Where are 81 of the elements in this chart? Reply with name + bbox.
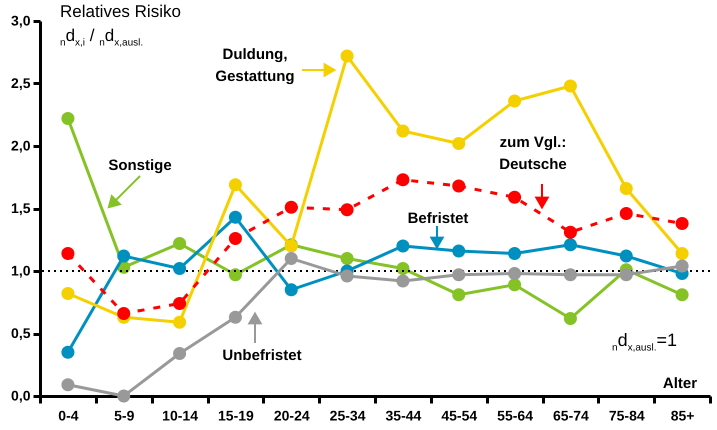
point: [620, 249, 633, 263]
y-tick-label: 2,0: [11, 138, 31, 154]
point: [61, 246, 74, 260]
x-tick-label: 20-24: [274, 408, 310, 424]
point: [508, 190, 522, 204]
point: [676, 259, 689, 273]
point: [117, 389, 130, 403]
point: [61, 378, 74, 392]
point: [676, 216, 689, 230]
series-label: zum Vgl.: Deutsche: [499, 134, 567, 173]
point: [676, 246, 689, 260]
point: [564, 238, 577, 252]
point: [396, 124, 410, 138]
point: [620, 206, 633, 220]
point: [620, 182, 633, 196]
point: [61, 346, 74, 359]
x-tick-label: 25-34: [330, 408, 366, 424]
point: [173, 346, 186, 360]
y-tick-label: 1,5: [11, 200, 31, 216]
point: [396, 173, 410, 186]
point: [564, 79, 577, 93]
point: [228, 210, 242, 224]
series-label: Sonstige: [108, 157, 172, 174]
point: [117, 249, 130, 263]
point: [228, 178, 242, 192]
point: [396, 262, 410, 276]
point: [284, 283, 298, 296]
x-tick-label: 0-4: [58, 408, 79, 424]
point: [564, 226, 577, 239]
point: [340, 49, 354, 63]
point: [452, 268, 466, 282]
y-tick-label: 3,0: [11, 12, 31, 28]
point: [340, 252, 354, 266]
point: [508, 246, 522, 260]
x-tick-label: 15-19: [218, 408, 254, 424]
point: [620, 268, 633, 282]
y-tick-label: 1,0: [11, 262, 31, 278]
point: [340, 269, 354, 283]
y-tick-label: 0,0: [11, 388, 31, 404]
point: [508, 266, 522, 280]
point: [452, 244, 466, 258]
x-tick-label: 85+: [670, 408, 694, 424]
x-tick-label: 10-14: [162, 408, 198, 424]
point: [508, 94, 522, 108]
point: [173, 296, 186, 310]
legend-label: Duldung, Gestattung: [215, 46, 295, 85]
point: [452, 179, 466, 193]
x-tick-label: 65-74: [553, 408, 590, 424]
x-tick-label: 45-54: [441, 408, 478, 424]
point: [508, 278, 522, 292]
point: [228, 268, 242, 282]
point: [284, 252, 298, 266]
point: [173, 262, 186, 276]
y-tick-label: 0,5: [11, 325, 31, 341]
point: [564, 268, 577, 282]
point: [452, 288, 466, 302]
point: [676, 288, 689, 302]
annotation: $_{n}$d$_{x,ausl.}$=1: [612, 330, 678, 354]
point: [340, 203, 354, 216]
chart-subtitle: $_{n}$d$_{x,i}$ / $_{n}$d$_{x,ausl.}$: [60, 26, 144, 48]
point: [564, 312, 577, 326]
point: [173, 316, 186, 329]
point: [228, 232, 242, 246]
point: [61, 286, 74, 300]
point: [396, 239, 410, 253]
point: [61, 112, 74, 126]
x-tick-label: 75-84: [608, 408, 645, 424]
x-tick-label: 5-9: [114, 408, 135, 424]
x-axis-title: Alter: [662, 375, 698, 392]
chart-title: Relatives Risiko: [60, 2, 181, 22]
series-label: Befristet: [408, 210, 468, 227]
point: [284, 200, 298, 214]
x-tick-label: 35-44: [386, 408, 422, 424]
point: [117, 306, 130, 320]
y-tick-label: 2,5: [11, 75, 31, 91]
point: [452, 136, 466, 150]
point: [173, 236, 186, 250]
point: [228, 310, 242, 324]
point: [396, 274, 410, 288]
series-label: Unbefristet: [222, 347, 302, 364]
x-tick-label: 55-64: [497, 408, 534, 424]
